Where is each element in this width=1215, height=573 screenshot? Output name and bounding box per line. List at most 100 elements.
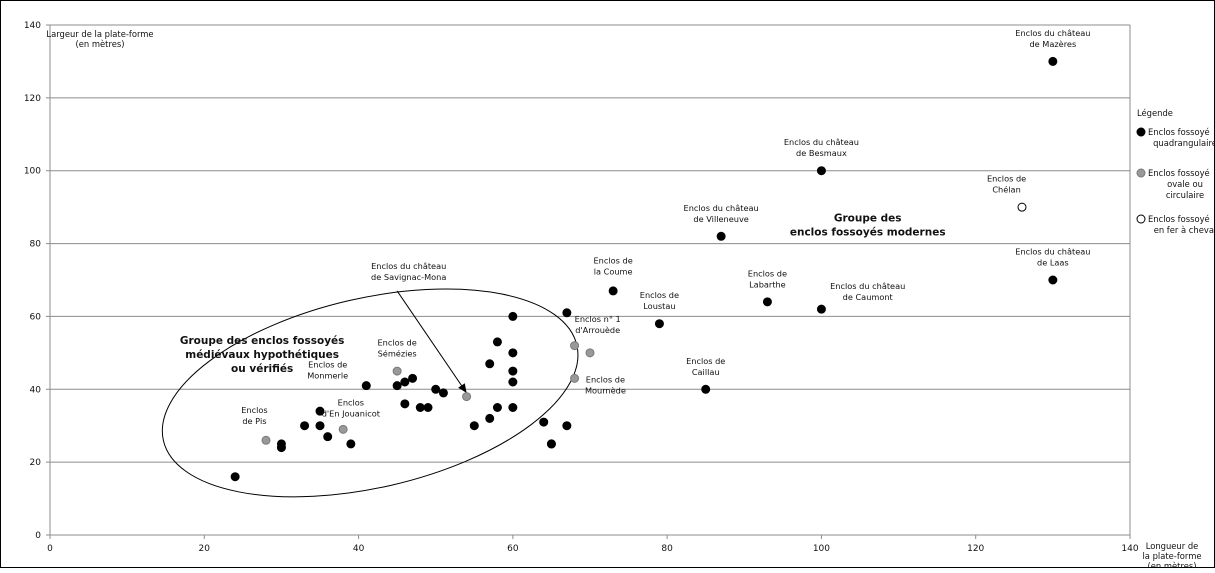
legend-item-label: Enclos fossoyé [1148, 127, 1210, 137]
data-point-ovale [570, 373, 580, 383]
medieval-group-ellipse [161, 288, 579, 498]
point-annotation: Enclos du château [1015, 28, 1090, 38]
y-tick-label: 60 [30, 312, 42, 322]
point-annotation: Enclos [241, 405, 267, 415]
point-annotation: Labarthe [749, 279, 786, 289]
x-tick-label: 20 [199, 544, 211, 554]
group-label: Groupe des [834, 213, 902, 225]
point-annotation: de Mazères [1029, 39, 1076, 49]
point-annotation: la Coume [594, 267, 633, 277]
legend-title: Légende [1137, 108, 1173, 118]
point-annotation: de Caumont [843, 292, 894, 302]
point-annotation: Enclos du château [830, 281, 905, 291]
group-label: enclos fossoyés modernes [790, 227, 946, 239]
data-point-quadrangulaire [492, 403, 502, 412]
data-point-quadrangulaire [816, 166, 826, 176]
data-point-quadrangulaire [346, 439, 356, 449]
annotation-arrow-head [458, 383, 467, 393]
legend-marker-ovale [1136, 168, 1146, 178]
data-point-quadrangulaire [508, 311, 518, 321]
point-annotation: Mournède [585, 386, 626, 396]
group-label: Groupe des enclos fossoyés [180, 335, 345, 347]
x-axis-title: Longueur de [1146, 541, 1199, 551]
data-point-quadrangulaire [546, 439, 556, 449]
x-tick-label: 80 [661, 544, 673, 554]
point-annotation: Loustau [643, 301, 675, 311]
data-point-quadrangulaire [654, 319, 664, 329]
data-point-quadrangulaire [431, 384, 441, 394]
legend-marker-quadrangulaire [1136, 127, 1146, 137]
x-tick-label: 40 [353, 544, 365, 554]
y-tick-label: 0 [35, 531, 41, 541]
point-annotation: de Villeneuve [693, 214, 748, 224]
data-point-quadrangulaire [300, 421, 310, 431]
point-annotation: Enclos de [594, 256, 633, 266]
point-annotation: de Besmaux [796, 148, 847, 158]
y-tick-label: 120 [24, 94, 41, 104]
y-tick-label: 140 [24, 21, 41, 31]
data-point-quadrangulaire [361, 381, 371, 391]
point-annotation: Monmerle [307, 370, 348, 380]
data-point-quadrangulaire [230, 472, 240, 482]
x-tick-label: 140 [1121, 544, 1138, 554]
y-tick-label: 20 [30, 458, 42, 468]
data-point-ovale [585, 348, 595, 358]
data-point-quadrangulaire [400, 399, 410, 409]
point-annotation: Enclos n° 1 [575, 314, 621, 324]
point-annotation: d'Arrouède [575, 325, 620, 335]
data-point-quadrangulaire [1048, 275, 1058, 285]
data-point-quadrangulaire [485, 413, 495, 423]
data-point-quadrangulaire [415, 403, 425, 412]
data-point-quadrangulaire [762, 297, 772, 307]
data-point-fer-a-cheval [1017, 202, 1027, 212]
data-point-quadrangulaire [276, 443, 286, 453]
x-tick-label: 60 [507, 544, 519, 554]
x-tick-label: 100 [813, 544, 830, 554]
legend-item-label: circulaire [1166, 190, 1204, 200]
data-point-quadrangulaire [315, 406, 325, 416]
data-point-ovale [261, 435, 271, 445]
y-axis-title: Largeur de la plate-forme [46, 29, 153, 39]
legend-marker-fer-a-cheval [1136, 214, 1146, 224]
group-label: ou vérifiés [231, 363, 293, 375]
data-point-quadrangulaire [492, 337, 502, 347]
point-annotation: Enclos de [308, 359, 347, 369]
data-point-quadrangulaire [400, 377, 410, 387]
point-annotation: Sémézies [378, 349, 417, 359]
data-point-quadrangulaire [1048, 56, 1058, 66]
data-point-quadrangulaire [816, 304, 826, 314]
x-tick-label: 120 [967, 544, 984, 554]
x-tick-label: 0 [47, 544, 53, 554]
point-annotation: Chélan [992, 185, 1020, 195]
data-point-quadrangulaire [438, 388, 448, 398]
data-point-quadrangulaire [716, 231, 726, 241]
data-point-ovale [338, 424, 348, 434]
point-annotation: Enclos de [378, 338, 417, 348]
point-annotation: Enclos de [748, 268, 787, 278]
data-point-quadrangulaire [485, 359, 495, 369]
point-annotation: Enclos de [640, 290, 679, 300]
data-point-quadrangulaire [701, 384, 711, 394]
data-point-quadrangulaire [508, 366, 518, 376]
point-annotation: Enclos du château [371, 261, 446, 271]
data-point-quadrangulaire [508, 348, 518, 358]
data-point-quadrangulaire [408, 373, 418, 383]
data-point-quadrangulaire [508, 403, 518, 412]
data-point-quadrangulaire [469, 421, 479, 431]
point-annotation: Enclos [338, 398, 364, 408]
data-point-quadrangulaire [323, 432, 333, 442]
data-point-quadrangulaire [423, 403, 433, 412]
point-annotation: Enclos du château [684, 203, 759, 213]
annotation-arrow-line [396, 290, 467, 394]
data-point-quadrangulaire [392, 381, 402, 391]
data-point-quadrangulaire [539, 417, 549, 427]
data-point-quadrangulaire [562, 421, 572, 431]
data-point-ovale [462, 392, 472, 402]
y-tick-label: 100 [24, 167, 41, 177]
data-point-quadrangulaire [508, 377, 518, 387]
point-annotation: Enclos de [686, 356, 725, 366]
y-tick-label: 40 [30, 385, 42, 395]
